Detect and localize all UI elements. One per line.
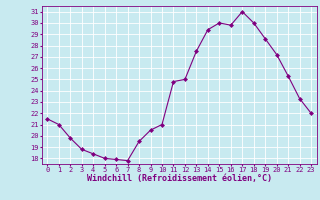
X-axis label: Windchill (Refroidissement éolien,°C): Windchill (Refroidissement éolien,°C) (87, 174, 272, 183)
